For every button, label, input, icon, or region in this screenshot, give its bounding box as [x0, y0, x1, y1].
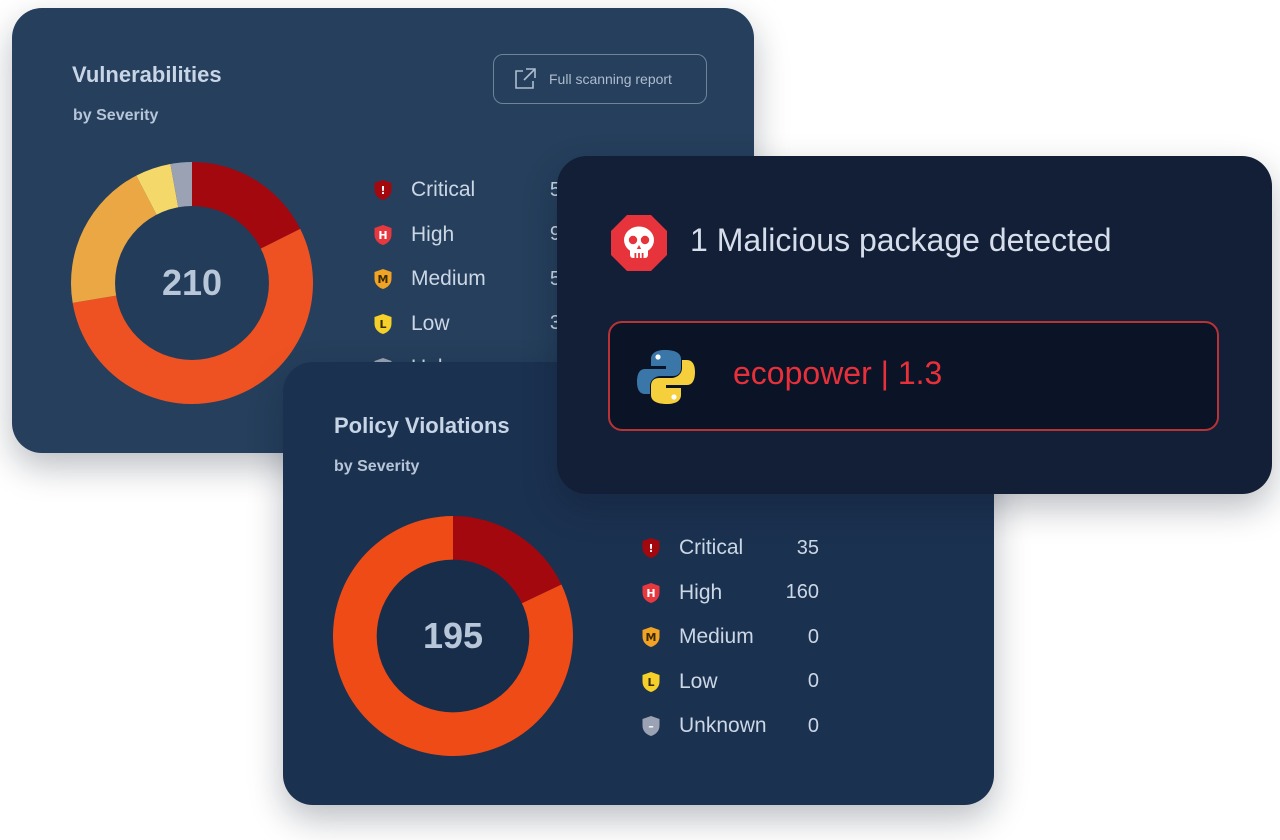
vulnerabilities-legend-row-low: L Low 3: [373, 309, 561, 339]
shield-low-icon: L: [373, 313, 393, 335]
svg-text:H: H: [378, 229, 387, 242]
shield-high-icon: H: [373, 224, 393, 246]
vulnerabilities-donut-chart: 210: [71, 162, 313, 405]
shield-high-icon: H: [641, 582, 661, 604]
vulnerabilities-legend-count: 5: [549, 178, 561, 201]
svg-text:H: H: [646, 587, 655, 600]
policy-violations-donut-chart: 195: [333, 516, 573, 756]
svg-text:M: M: [378, 273, 389, 286]
policy-violations-legend-count: 35: [796, 536, 819, 559]
policy-violations-title: Policy Violations: [334, 413, 510, 438]
svg-text:L: L: [379, 318, 386, 331]
policy-violations-legend-label: High: [679, 580, 723, 604]
full-scanning-report-label: Full scanning report: [549, 71, 672, 87]
policy-violations-legend-label: Low: [679, 669, 718, 693]
svg-text:–: –: [648, 720, 654, 733]
svg-text:M: M: [646, 631, 657, 644]
policy-violations-legend-count: 0: [807, 714, 819, 737]
malicious-package-name: ecopower | 1.3: [733, 355, 943, 391]
vulnerabilities-donut-hole: [115, 206, 269, 360]
vulnerabilities-legend-label: Low: [411, 311, 450, 335]
skull-icon: [611, 215, 667, 271]
policy-violations-legend-row-unknown: – Unknown 0: [641, 711, 819, 741]
svg-text:L: L: [647, 676, 654, 689]
policy-violations-total: 195: [422, 615, 484, 656]
python-logo-icon: [637, 350, 695, 404]
vulnerabilities-legend-label: High: [411, 222, 455, 246]
svg-text:!: !: [380, 184, 385, 197]
malicious-package-title: 1 Malicious package detected: [690, 222, 1112, 258]
external-link-icon: [515, 68, 536, 89]
vulnerabilities-legend-count: 3: [549, 312, 561, 334]
shield-medium-icon: M: [373, 268, 393, 290]
shield-low-icon: L: [641, 671, 661, 693]
vulnerabilities-legend-count: 5: [549, 267, 561, 290]
policy-violations-donut-hole: [376, 559, 530, 713]
shield-medium-icon: M: [641, 626, 661, 648]
policy-violations-legend-row-critical: ! Critical 35: [641, 533, 819, 563]
policy-violations-legend-label: Medium: [679, 625, 754, 648]
shield-critical-icon: !: [641, 537, 661, 559]
malicious-package-card: 1 Malicious package detected ecopower | …: [557, 156, 1272, 494]
policy-violations-legend-label: Critical: [679, 536, 744, 559]
full-scanning-report-button[interactable]: Full scanning report: [493, 54, 707, 104]
policy-violations-legend-label: Unknown: [679, 714, 767, 737]
vulnerabilities-total: 210: [161, 262, 223, 303]
malicious-package-item[interactable]: ecopower | 1.3: [608, 321, 1219, 431]
vulnerabilities-legend-row-critical: ! Critical 5: [373, 175, 561, 205]
svg-text:!: !: [648, 542, 653, 555]
policy-violations-subtitle: by Severity: [334, 458, 420, 475]
vulnerabilities-legend-label: Medium: [411, 267, 486, 290]
policy-violations-legend-row-low: L Low 0: [641, 667, 819, 697]
vulnerabilities-legend-count: 9: [549, 223, 561, 245]
policy-violations-legend: ! Critical 35 H High 160 M Medium 0 L Low 0 …: [641, 533, 841, 753]
shield-critical-icon: !: [373, 179, 393, 201]
shield-unknown-icon: –: [641, 715, 661, 737]
policy-violations-legend-row-high: H High 160: [641, 578, 819, 608]
vulnerabilities-legend-row-medium: M Medium 5: [373, 264, 561, 294]
vulnerabilities-legend-label: Critical: [411, 178, 476, 201]
policy-violations-legend-row-medium: M Medium 0: [641, 622, 819, 652]
policy-violations-legend-count: 0: [807, 625, 819, 648]
policy-violations-legend-count: 0: [807, 670, 819, 692]
policy-violations-legend-count: 160: [785, 581, 819, 603]
vulnerabilities-subtitle: by Severity: [73, 107, 159, 124]
vulnerabilities-title: Vulnerabilities: [72, 62, 222, 87]
vulnerabilities-legend-row-high: H High 9: [373, 220, 561, 250]
